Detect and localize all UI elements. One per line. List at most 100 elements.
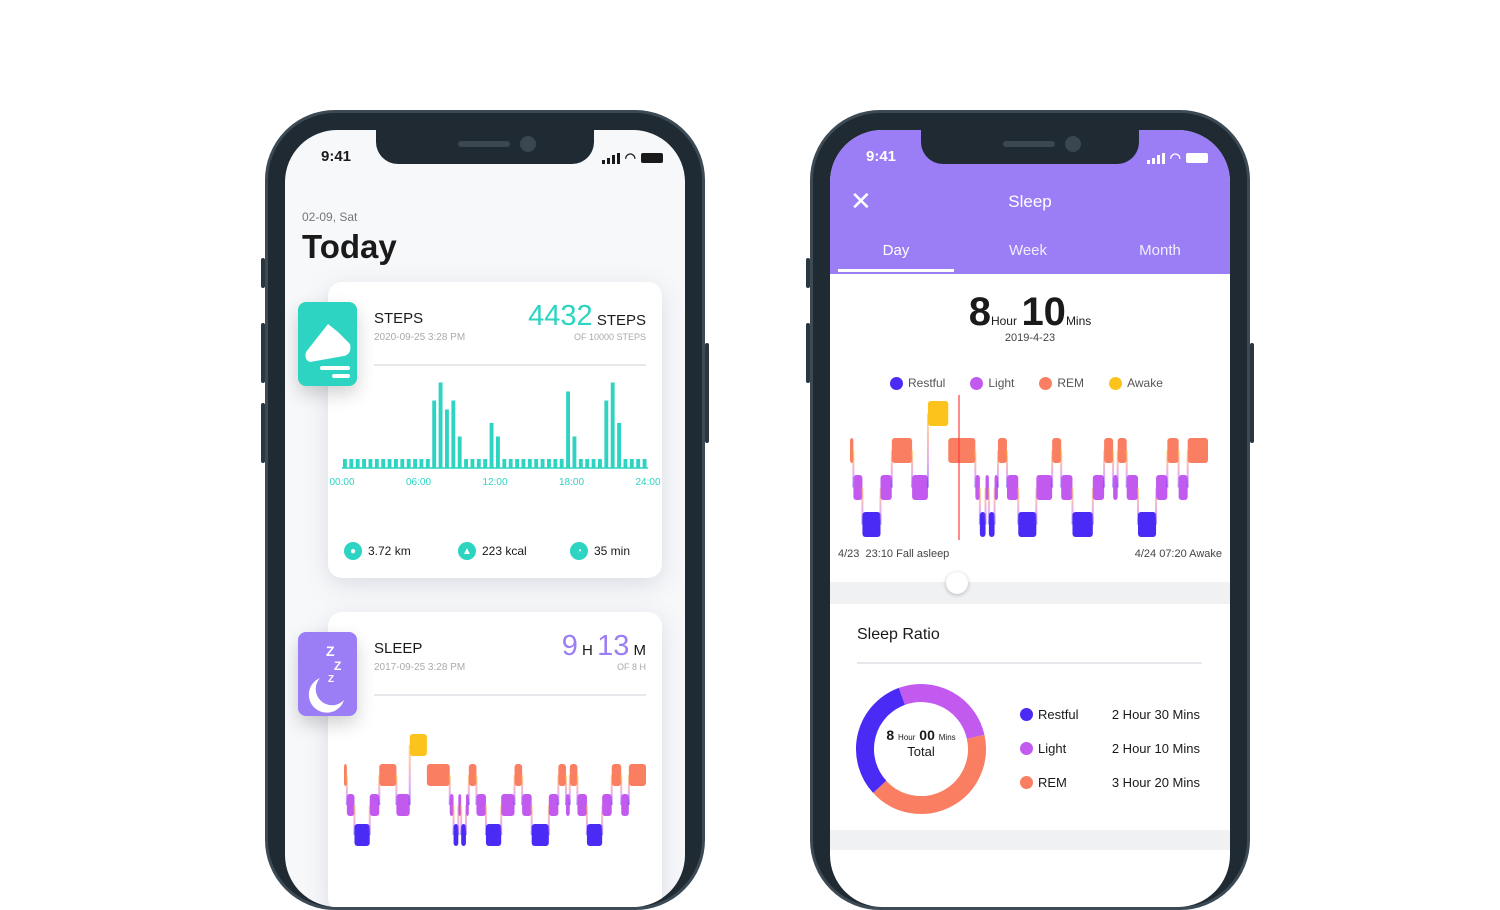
stage-segment-rem <box>558 764 566 786</box>
x-tick-label: 06:00 <box>406 477 431 488</box>
step-bar <box>553 459 558 468</box>
stage-segment-light <box>621 794 629 816</box>
donut-slice-rem <box>873 734 986 814</box>
stage-transition <box>460 805 463 835</box>
stage-segment-light <box>853 475 863 500</box>
stage-transition <box>1071 487 1074 525</box>
stage-transition <box>1051 450 1054 488</box>
stage-transition <box>911 450 914 488</box>
shoe-icon <box>298 302 357 386</box>
step-bar <box>470 459 475 468</box>
x-tick-label: 18:00 <box>559 477 584 488</box>
page-title: Today <box>302 228 397 265</box>
stage-transition <box>974 450 977 488</box>
steps-chart: 00:00 06:00 12:00 18:00 24:00 <box>329 382 661 488</box>
step-bar <box>547 459 551 468</box>
step-bar <box>610 382 615 468</box>
stage-transition <box>452 805 455 835</box>
stage-transition <box>601 805 604 835</box>
stage-transition <box>408 745 411 805</box>
step-bar <box>578 459 583 468</box>
sleep-stage-chart <box>850 401 1208 537</box>
stage-segment-light <box>1006 475 1019 500</box>
total-sleep: 8Hour 10Mins <box>968 290 1092 334</box>
status-bar: 9:41 ◠ <box>830 148 1230 168</box>
stage-transition <box>993 487 996 525</box>
stage-transition <box>547 805 550 835</box>
step-bar <box>591 459 596 468</box>
distance-stat: ● 3.72 km <box>344 542 411 560</box>
stage-transition <box>1116 450 1119 488</box>
stage-transition <box>627 775 630 805</box>
step-bar <box>515 459 519 468</box>
stage-segment-rem <box>1187 438 1208 463</box>
svg-text:Z: Z <box>334 659 341 673</box>
step-bar <box>572 436 577 468</box>
legend-light: Light <box>970 376 1014 390</box>
steps-value: 4432 <box>528 300 593 332</box>
stage-transition <box>1166 450 1169 488</box>
close-button[interactable]: ✕ <box>850 186 872 216</box>
stage-segment-rem <box>948 438 976 463</box>
stage-transition <box>1155 487 1158 525</box>
stage-transition <box>576 775 579 805</box>
stage-transition <box>978 487 981 525</box>
step-bar <box>636 459 641 468</box>
step-bar <box>349 459 354 468</box>
stage-transition <box>585 805 588 835</box>
stage-transition <box>879 487 882 525</box>
sleep-card[interactable]: SLEEP 2017-09-25 3:28 PM 9 H 13 M OF 8 H <box>328 612 662 907</box>
calories-stat: ▲ 223 kcal <box>458 542 527 560</box>
stage-transition <box>464 805 467 835</box>
legend-restful: Restful <box>890 376 945 390</box>
steps-card[interactable]: STEPS 2020-09-25 3:28 PM 4432 STEPS OF 1… <box>328 282 662 578</box>
stage-segment-rem <box>891 438 913 463</box>
tab-month[interactable]: Month <box>1139 242 1181 259</box>
stage-segment-light <box>1061 475 1073 500</box>
stage-transition <box>521 775 524 805</box>
stage-transition <box>345 775 348 805</box>
signal-icon <box>1146 152 1165 164</box>
stage-transition <box>890 450 893 488</box>
stage-segment-restful <box>485 824 502 846</box>
tab-week[interactable]: Week <box>1008 242 1048 259</box>
stage-transition <box>475 775 478 805</box>
phone-right: 9:41 ◠ ✕ Sleep Day Week Month 8Hour 10Mi… <box>806 110 1254 910</box>
stage-legend: Restful Light REM Awake <box>890 376 1163 390</box>
donut-slice-light <box>898 684 985 740</box>
stage-segment-light <box>548 794 559 816</box>
step-bar <box>508 459 513 468</box>
step-bar <box>566 391 570 468</box>
stage-transition <box>926 413 929 488</box>
scrubber-line[interactable] <box>958 395 960 540</box>
stage-segment-awake <box>409 734 427 756</box>
stage-segment-restful <box>1137 512 1157 537</box>
donut-slice-restful <box>856 687 906 793</box>
signal-icon <box>601 152 620 164</box>
scrubber-handle[interactable] <box>946 572 968 594</box>
step-bar <box>387 459 392 468</box>
step-bar <box>425 459 430 468</box>
stage-segment-rem <box>611 764 622 786</box>
status-bar: 9:41 ◠ <box>285 148 685 168</box>
stage-transition <box>467 775 470 805</box>
active-tab-indicator <box>838 269 954 272</box>
stage-transition <box>448 775 451 805</box>
step-bar <box>445 409 449 468</box>
stage-transition <box>984 487 987 525</box>
sleep-mini-chart <box>344 734 646 846</box>
stage-segment-rem <box>1117 438 1127 463</box>
ratio-row-restful: Restful 2 Hour 30 Mins <box>1020 707 1200 722</box>
stage-transition <box>1125 450 1128 488</box>
stage-transition <box>1136 487 1139 525</box>
step-bar <box>476 459 481 468</box>
stage-segment-rem <box>997 438 1007 463</box>
tab-day[interactable]: Day <box>882 242 910 259</box>
stage-segment-light <box>1113 475 1118 500</box>
stage-transition <box>1035 487 1038 525</box>
stage-segment-light <box>975 475 980 500</box>
stage-transition <box>1112 450 1115 488</box>
step-bar <box>496 436 500 468</box>
date-label: 02-09, Sat <box>302 210 358 224</box>
svg-text:Z: Z <box>328 674 334 685</box>
